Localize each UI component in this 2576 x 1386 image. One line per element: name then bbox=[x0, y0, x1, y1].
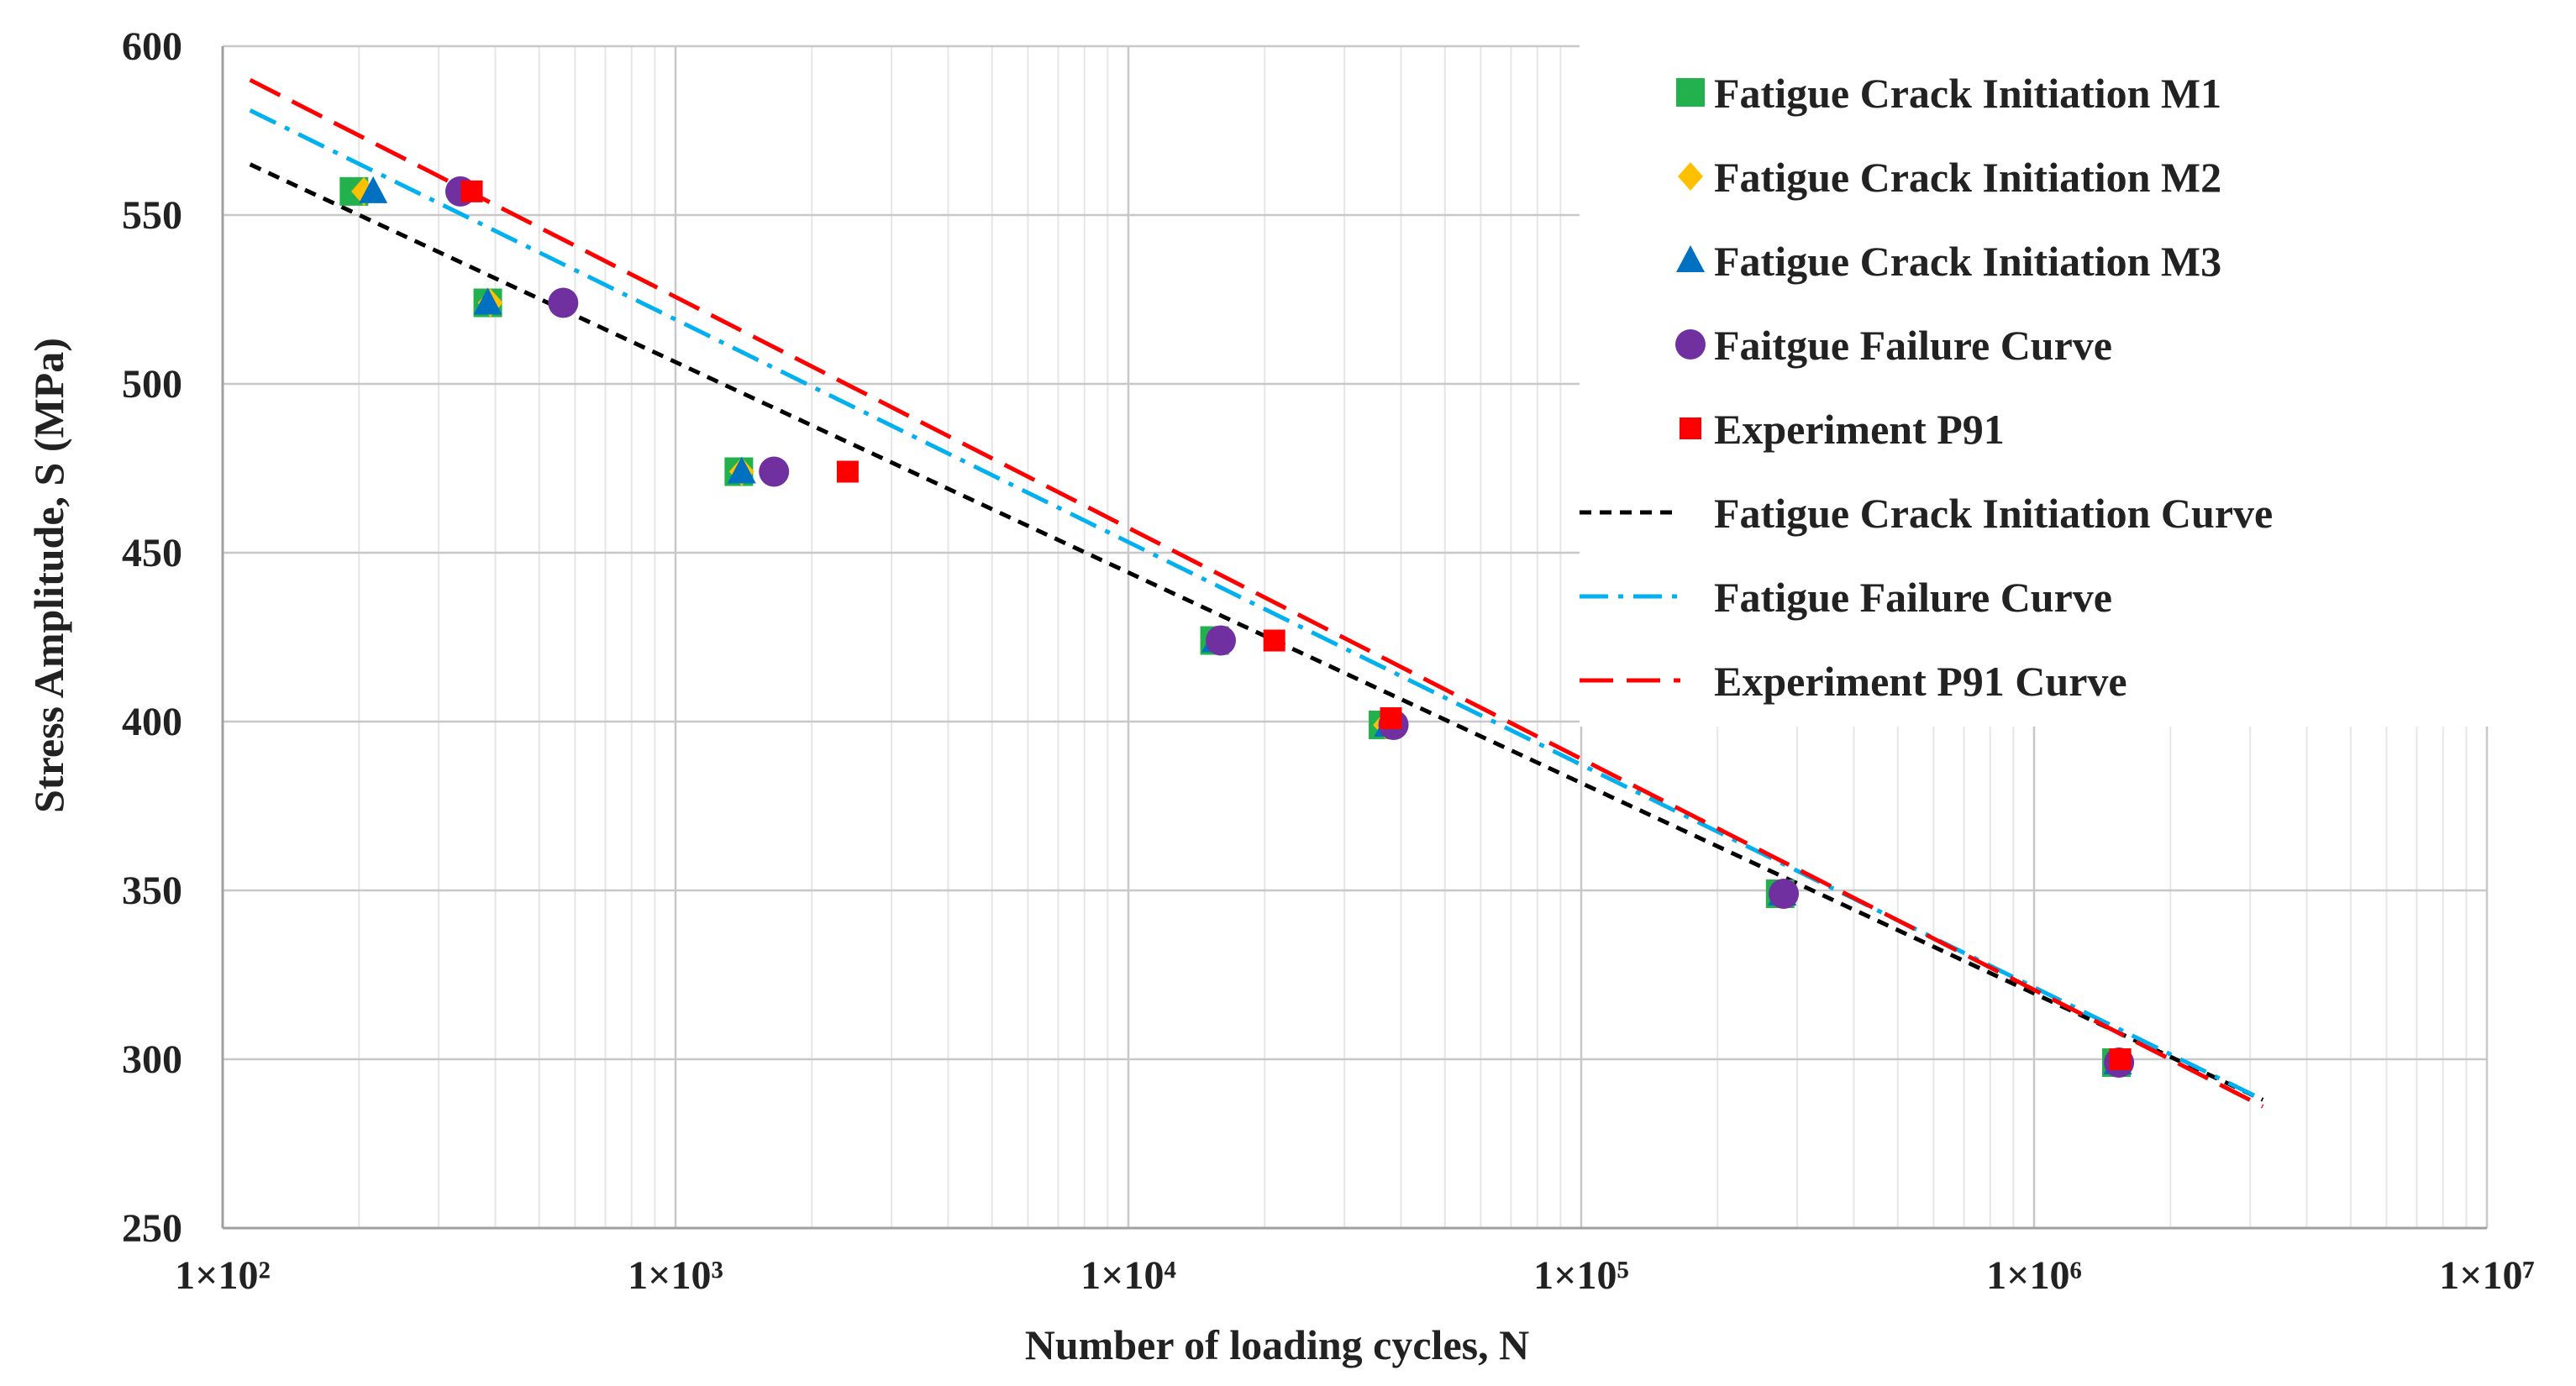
point-faitgue-failure-curve bbox=[1769, 879, 1800, 910]
y-tick-label: 250 bbox=[122, 1206, 182, 1251]
x-axis-label: Number of loading cycles, N bbox=[1025, 1321, 1529, 1368]
x-tick-label: 1×10⁷ bbox=[2439, 1253, 2535, 1298]
y-tick-label: 550 bbox=[122, 193, 182, 238]
legend-marker-faitgue-failure-curve bbox=[1675, 329, 1706, 360]
minor-gridlines bbox=[358, 46, 2468, 1228]
legend-label-experiment-p91-curve: Experiment P91 Curve bbox=[1714, 658, 2127, 705]
point-fatigue-crack-initiation-m3 bbox=[473, 287, 502, 315]
point-faitgue-failure-curve bbox=[548, 287, 579, 318]
legend: Fatigue Crack Initiation M1 Fatigue Crack… bbox=[1580, 21, 2504, 727]
legend-background bbox=[1580, 21, 2504, 727]
point-experiment-p91 bbox=[460, 180, 483, 202]
y-tick-label: 450 bbox=[122, 531, 182, 575]
y-axis-label: Stress Amplitude, S (MPa) bbox=[25, 338, 72, 813]
legend-label-fatigue-failure-curve: Fatigue Failure Curve bbox=[1714, 574, 2112, 621]
data-points bbox=[339, 176, 2135, 1079]
x-tick-label: 1×10³ bbox=[628, 1253, 723, 1298]
y-tick-label: 600 bbox=[122, 24, 182, 69]
legend-label-fatigue-crack-initiation-m2: Fatigue Crack Initiation M2 bbox=[1714, 154, 2221, 201]
point-faitgue-failure-curve bbox=[1206, 625, 1237, 656]
legend-label-fatigue-crack-initiation-m3: Fatigue Crack Initiation M3 bbox=[1714, 238, 2221, 285]
point-experiment-p91 bbox=[836, 460, 859, 483]
point-experiment-p91 bbox=[2109, 1048, 2132, 1070]
y-tick-label: 400 bbox=[122, 700, 182, 744]
legend-label-fatigue-crack-initiation-m1: Fatigue Crack Initiation M1 bbox=[1714, 70, 2221, 117]
legend-label-fatigue-crack-initiation-curve: Fatigue Crack Initiation Curve bbox=[1714, 490, 2273, 537]
x-tick-label: 1×10⁴ bbox=[1080, 1253, 1176, 1298]
curve-experiment-p91-curve bbox=[249, 77, 2264, 1109]
point-experiment-p91 bbox=[1263, 629, 1285, 652]
legend-label-experiment-p91: Experiment P91 bbox=[1714, 406, 2005, 453]
x-tick-label: 1×10⁶ bbox=[1986, 1253, 2082, 1298]
point-experiment-p91 bbox=[1380, 706, 1402, 729]
x-tick-label: 1×10² bbox=[175, 1253, 271, 1298]
tick-labels: 1×10² 1×10³ 1×10⁴ 1×10⁵ 1×10⁶ 1×10⁷ 250 300 350 4… bbox=[122, 24, 2535, 1298]
legend-marker-fatigue-crack-initiation-m1 bbox=[1676, 78, 1705, 107]
fit-curves bbox=[249, 77, 2264, 1109]
y-tick-label: 350 bbox=[122, 869, 182, 913]
y-tick-label: 500 bbox=[122, 362, 182, 407]
legend-marker-fatigue-crack-initiation-m2 bbox=[1678, 162, 1703, 191]
y-tick-label: 300 bbox=[122, 1037, 182, 1082]
point-faitgue-failure-curve bbox=[759, 456, 790, 487]
point-fatigue-crack-initiation-m3 bbox=[727, 456, 756, 484]
x-tick-label: 1×10⁵ bbox=[1533, 1253, 1629, 1298]
curve-fatigue-crack-initiation-curve bbox=[249, 162, 2264, 1102]
legend-label-faitgue-failure-curve: Faitgue Failure Curve bbox=[1714, 322, 2112, 369]
axes bbox=[221, 46, 2487, 1230]
legend-marker-fatigue-crack-initiation-m3 bbox=[1676, 245, 1705, 272]
legend-marker-experiment-p91 bbox=[1680, 417, 1701, 439]
point-fatigue-crack-initiation-m3 bbox=[359, 176, 388, 203]
